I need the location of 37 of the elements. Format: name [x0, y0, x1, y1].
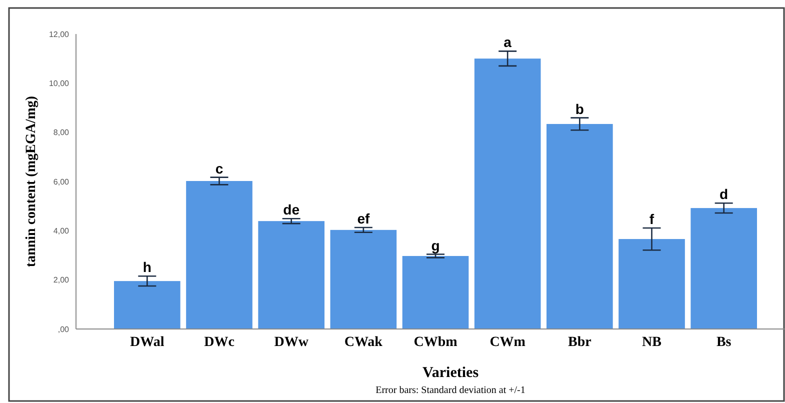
x-tick-label: DWal: [130, 335, 164, 350]
x-tick-label: Bbr: [568, 335, 592, 350]
y-axis-title: tannin content (mgEGA/mg): [24, 96, 39, 268]
annotation: ef: [357, 210, 370, 226]
bar: [690, 208, 757, 329]
bar: [258, 221, 324, 329]
y-tick-label: 8,00: [53, 128, 70, 138]
x-tick-label: NB: [642, 335, 662, 350]
annotation: c: [215, 160, 224, 176]
x-axis-title: Varieties: [422, 365, 479, 381]
bar: [186, 181, 252, 329]
y-tick-label: 12,00: [48, 30, 70, 39]
bar: [474, 58, 541, 329]
x-tick-label: DWw: [274, 335, 310, 350]
annotation: de: [283, 202, 300, 218]
annotation: a: [504, 34, 512, 50]
y-tick-label: ,00: [58, 324, 70, 334]
x-tick-label: CWak: [344, 335, 383, 350]
bar: [402, 256, 469, 329]
x-tick-label: DWc: [204, 335, 234, 350]
bar: [114, 281, 180, 329]
y-tick-label: 6,00: [53, 177, 70, 186]
y-tick-label: 4,00: [53, 226, 70, 236]
annotation: f: [649, 210, 654, 227]
annotation: g: [431, 237, 440, 254]
bar: [330, 230, 397, 329]
y-tick-label: 2,00: [53, 276, 70, 285]
bar: [618, 239, 685, 329]
text: Error bars: Standard deviation at +/-1: [376, 385, 526, 396]
annotation: d: [720, 186, 728, 202]
annotation: b: [575, 100, 584, 117]
y-tick-label: 10,00: [48, 78, 70, 88]
annotation: h: [142, 259, 152, 276]
x-tick-label: CWm: [490, 335, 526, 350]
x-tick-label: CWbm: [414, 335, 458, 350]
bar: [546, 124, 613, 329]
x-tick-label: Bs: [716, 335, 732, 350]
